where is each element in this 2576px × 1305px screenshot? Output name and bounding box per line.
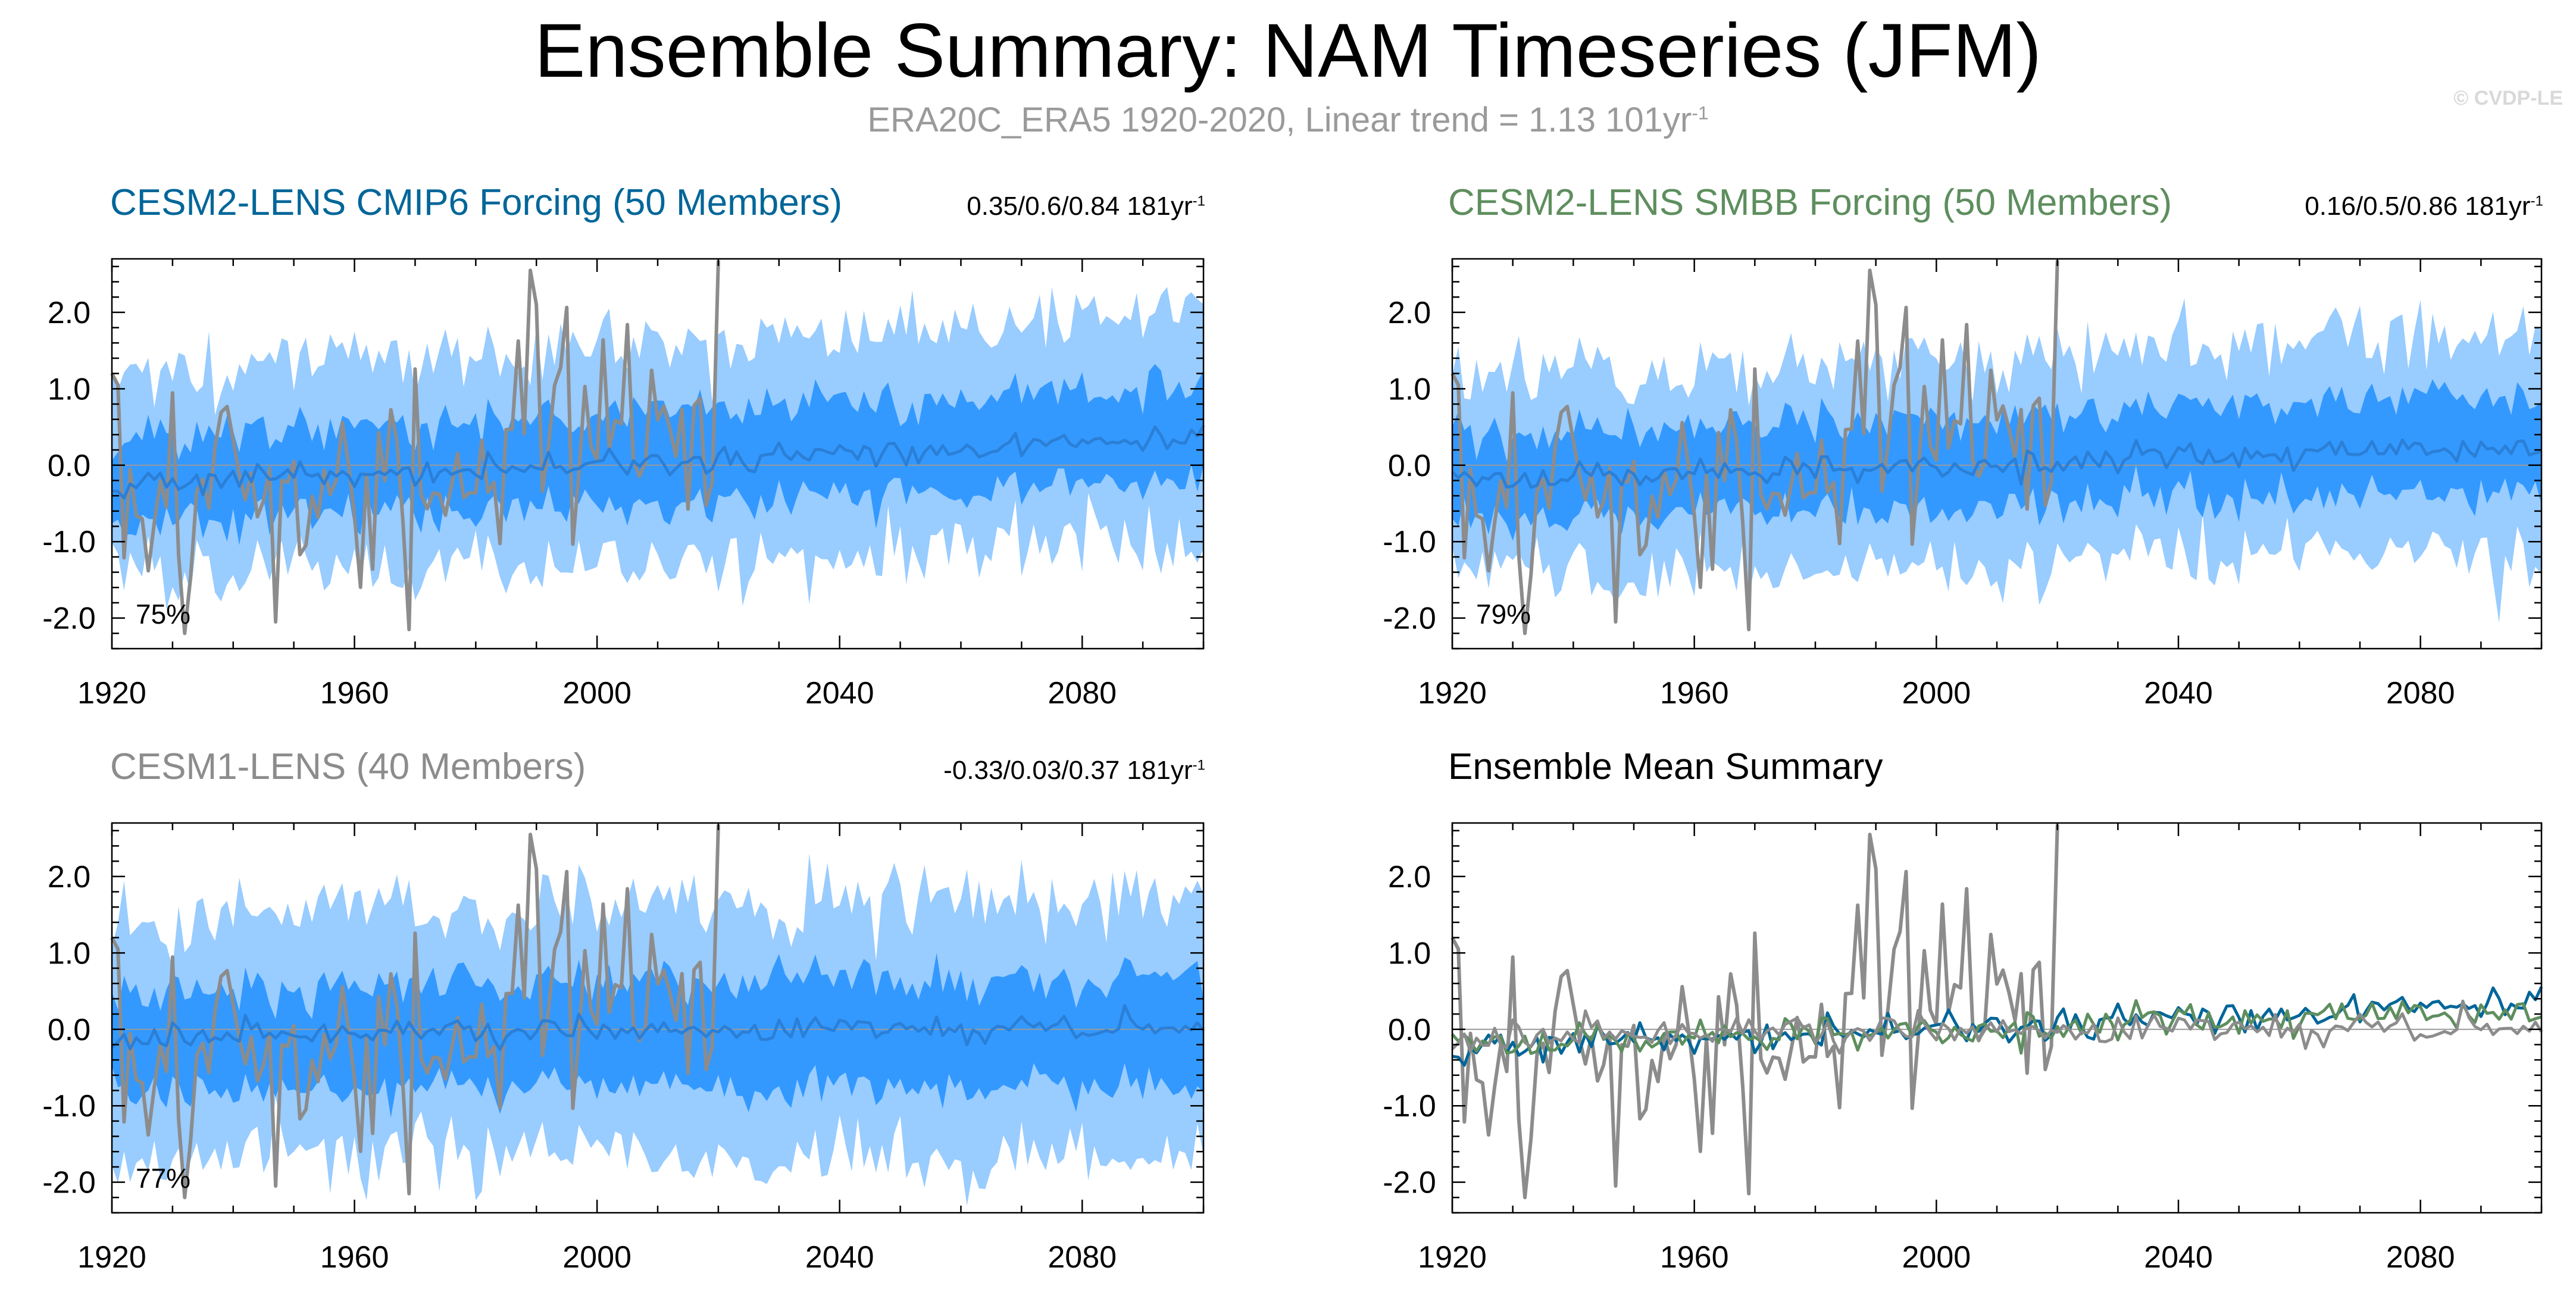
panel-3-stat-text: -0.33/0.03/0.37 181yr [943,756,1193,785]
panel-1-title: CESM2-LENS CMIP6 Forcing (50 Members) [110,182,842,223]
panel-1-stat: 0.35/0.6/0.84 181yr-1 [967,192,1205,221]
panel-1-obs-line [110,260,720,636]
panel-1-y-tick-label: -1.0 [42,525,96,559]
panel-2-x-tick-label: 2000 [1902,676,1971,711]
panel-4-obs-line [1450,824,2059,1200]
panel-4-y-tick-label: -1.0 [1383,1089,1436,1124]
panel-1-x-tick-label: 2040 [805,676,874,711]
panel-2-y-tick-label: 1.0 [1388,372,1431,406]
panel-1-y-tick-label: 1.0 [48,372,90,406]
panel-1-y-tick-label: -2.0 [42,602,96,636]
panel-4-y-tick-label: -2.0 [1383,1166,1436,1200]
panel-2-x-tick-label: 2040 [2144,676,2213,711]
panel-2-y-tick-label: 2.0 [1388,296,1431,330]
panel-3-percent-label: 77% [136,1163,190,1194]
panel-1-stat-sup: -1 [1192,193,1205,209]
panel-4-mean-line-1 [1452,986,2543,1067]
panel-4-x-tick-label: 2000 [1902,1240,1971,1275]
panel-4-mean-line-3 [1451,999,2543,1055]
panel-2-percent-label: 79% [1476,599,1531,630]
panel-2-obs-line [1450,260,2059,636]
panel-4-x-tick-label: 2080 [2386,1240,2455,1275]
panel-1-ensemble-mean-line [111,424,1205,500]
panel-4-y-tick-label: 2.0 [1388,860,1431,894]
panel-2-stat-sup: -1 [2530,193,2543,209]
panel-4-y-tick-label: 1.0 [1388,936,1431,971]
panel-2-stat: 0.16/0.5/0.86 181yr-1 [2305,192,2543,221]
panel-1-y-tick-label: 0.0 [48,449,90,483]
panel-4-x-tick-label: 2040 [2144,1240,2213,1275]
panel-1-x-tick-label: 2000 [562,676,632,711]
panel-3-x-tick-label: 1920 [77,1240,146,1275]
panel-4-title: Ensemble Mean Summary [1448,746,1883,787]
panel-2-x-tick-label: 2080 [2386,676,2455,711]
panel-3-x-tick-label: 1960 [320,1240,389,1275]
subtitle-sup: -1 [1692,102,1709,124]
panel-2-title: CESM2-LENS SMBB Forcing (50 Members) [1448,182,2172,223]
panel-3-y-tick-label: 2.0 [48,860,90,894]
panel-3-y-tick-label: -1.0 [42,1089,96,1124]
panel-1-percent-label: 75% [136,599,190,630]
panel-3-stat-sup: -1 [1192,757,1205,774]
figure-title: Ensemble Summary: NAM Timeseries (JFM) [534,8,2042,93]
panel-4-x-tick-label: 1920 [1418,1240,1487,1275]
panel-3-inner-band [112,953,1203,1118]
panel-3-title: CESM1-LENS (40 Members) [110,746,586,787]
panel-3-y-tick-label: -2.0 [42,1166,96,1200]
panel-3-stat: -0.33/0.03/0.37 181yr-1 [943,756,1205,785]
panel-3-y-tick-label: 0.0 [48,1013,90,1047]
panel-4-y-tick-label: 0.0 [1388,1013,1431,1047]
panel-1-x-tick-label: 1920 [77,676,146,711]
panel-3-x-tick-label: 2000 [562,1240,632,1275]
panel-1-x-tick-label: 2080 [1048,676,1117,711]
panel-2-y-tick-label: -1.0 [1383,525,1436,559]
panel-3-obs-line [110,824,720,1200]
panel-2-ensemble-mean-line [1451,438,2542,489]
panel-2-stat-text: 0.16/0.5/0.86 181yr [2305,192,2531,221]
panel-4-x-tick-label: 1960 [1660,1240,1729,1275]
panel-2-x-tick-label: 1920 [1418,676,1487,711]
panel-3-y-tick-label: 1.0 [48,936,90,971]
panel-1-stat-text: 0.35/0.6/0.84 181yr [967,192,1193,221]
panel-2-y-tick-label: 0.0 [1388,449,1431,483]
credit-label: © CVDP-LE [2453,87,2563,109]
panel-3-ensemble-mean-line [111,1004,1205,1051]
panel-2-x-tick-label: 1960 [1660,676,1729,711]
subtitle-text: ERA20C_ERA5 1920-2020, Linear trend = 1.… [867,101,1692,139]
panel-1-y-tick-label: 2.0 [48,296,90,330]
panel-1-x-tick-label: 1960 [320,676,389,711]
figure-subtitle: ERA20C_ERA5 1920-2020, Linear trend = 1.… [0,100,2576,140]
panel-3-x-tick-label: 2080 [1048,1240,1117,1275]
panel-3-x-tick-label: 2040 [805,1240,874,1275]
panel-2-y-tick-label: -2.0 [1383,602,1436,636]
panel-2-inner-band [1452,379,2541,541]
